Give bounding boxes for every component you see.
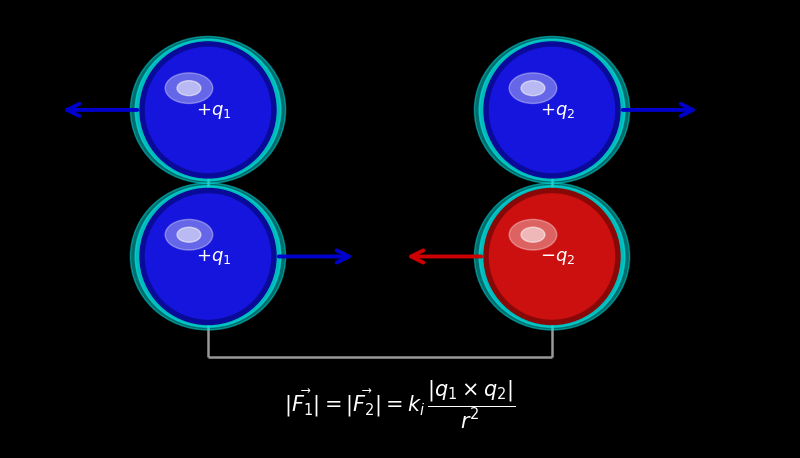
Ellipse shape — [484, 42, 620, 178]
Ellipse shape — [474, 37, 630, 183]
Ellipse shape — [521, 81, 545, 96]
Text: $+q_2$: $+q_2$ — [540, 102, 575, 121]
Text: $+q_1$: $+q_1$ — [196, 248, 231, 267]
Ellipse shape — [165, 73, 213, 104]
Ellipse shape — [140, 42, 276, 178]
Ellipse shape — [177, 81, 201, 96]
Text: $|\vec{F_1}| = |\vec{F_2}| = k_i\,\dfrac{|q_1 \times q_2|}{r^2}$: $|\vec{F_1}| = |\vec{F_2}| = k_i\,\dfrac… — [284, 379, 516, 431]
Ellipse shape — [177, 227, 201, 242]
Ellipse shape — [509, 73, 557, 104]
Ellipse shape — [490, 47, 614, 173]
Ellipse shape — [165, 219, 213, 250]
Ellipse shape — [474, 183, 630, 330]
Ellipse shape — [135, 39, 281, 180]
Ellipse shape — [521, 227, 545, 242]
Ellipse shape — [130, 183, 286, 330]
Text: $-q_2$: $-q_2$ — [540, 249, 575, 267]
Ellipse shape — [479, 39, 625, 180]
Ellipse shape — [140, 189, 276, 324]
Ellipse shape — [130, 37, 286, 183]
Ellipse shape — [479, 186, 625, 327]
Ellipse shape — [135, 186, 281, 327]
Ellipse shape — [146, 194, 270, 319]
Text: $+q_1$: $+q_1$ — [196, 102, 231, 121]
Ellipse shape — [490, 194, 614, 319]
Ellipse shape — [146, 47, 270, 173]
Ellipse shape — [484, 189, 620, 324]
Ellipse shape — [509, 219, 557, 250]
